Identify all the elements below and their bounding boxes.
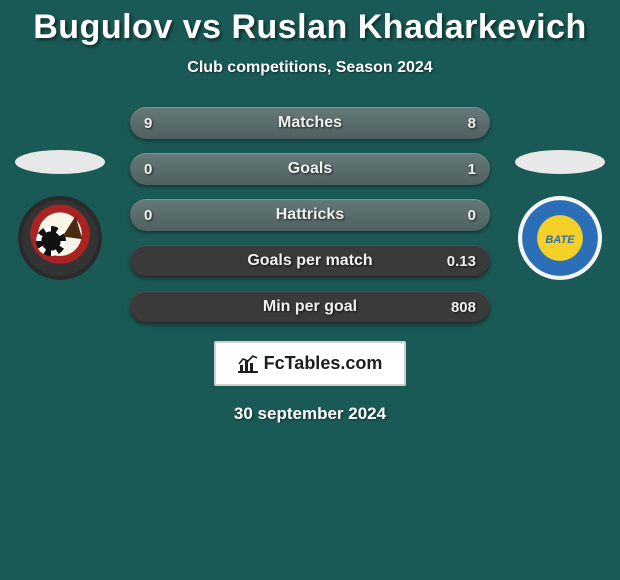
stat-label: Hattricks [130,199,490,231]
club-crest-left [18,196,102,280]
stat-row: 808Min per goal [130,291,490,323]
player-left-col [10,150,110,280]
branding-badge[interactable]: FcTables.com [214,341,407,386]
club-crest-right [518,196,602,280]
stat-label: Min per goal [130,291,490,323]
stat-label: Matches [130,107,490,139]
stat-row: 00Hattricks [130,199,490,231]
main-row: 98Matches 01Goals 00Hattricks 0.13Goals per… [0,107,620,323]
stat-row: 98Matches [130,107,490,139]
chart-icon [238,355,258,373]
stat-row: 0.13Goals per match [130,245,490,277]
stat-row: 01Goals [130,153,490,185]
comparison-card: Bugulov vs Ruslan Khadarkevich Club comp… [0,0,620,424]
subtitle: Club competitions, Season 2024 [0,59,620,77]
player-right-col [510,150,610,280]
branding-text: FcTables.com [264,353,383,374]
page-title: Bugulov vs Ruslan Khadarkevich [0,8,620,47]
stat-label: Goals [130,153,490,185]
date-text: 30 september 2024 [234,404,386,424]
stats-bars: 98Matches 01Goals 00Hattricks 0.13Goals per… [130,107,490,323]
stat-label: Goals per match [130,245,490,277]
player-right-photo-placeholder [515,150,605,174]
player-left-photo-placeholder [15,150,105,174]
footer: FcTables.com 30 september 2024 [0,341,620,424]
